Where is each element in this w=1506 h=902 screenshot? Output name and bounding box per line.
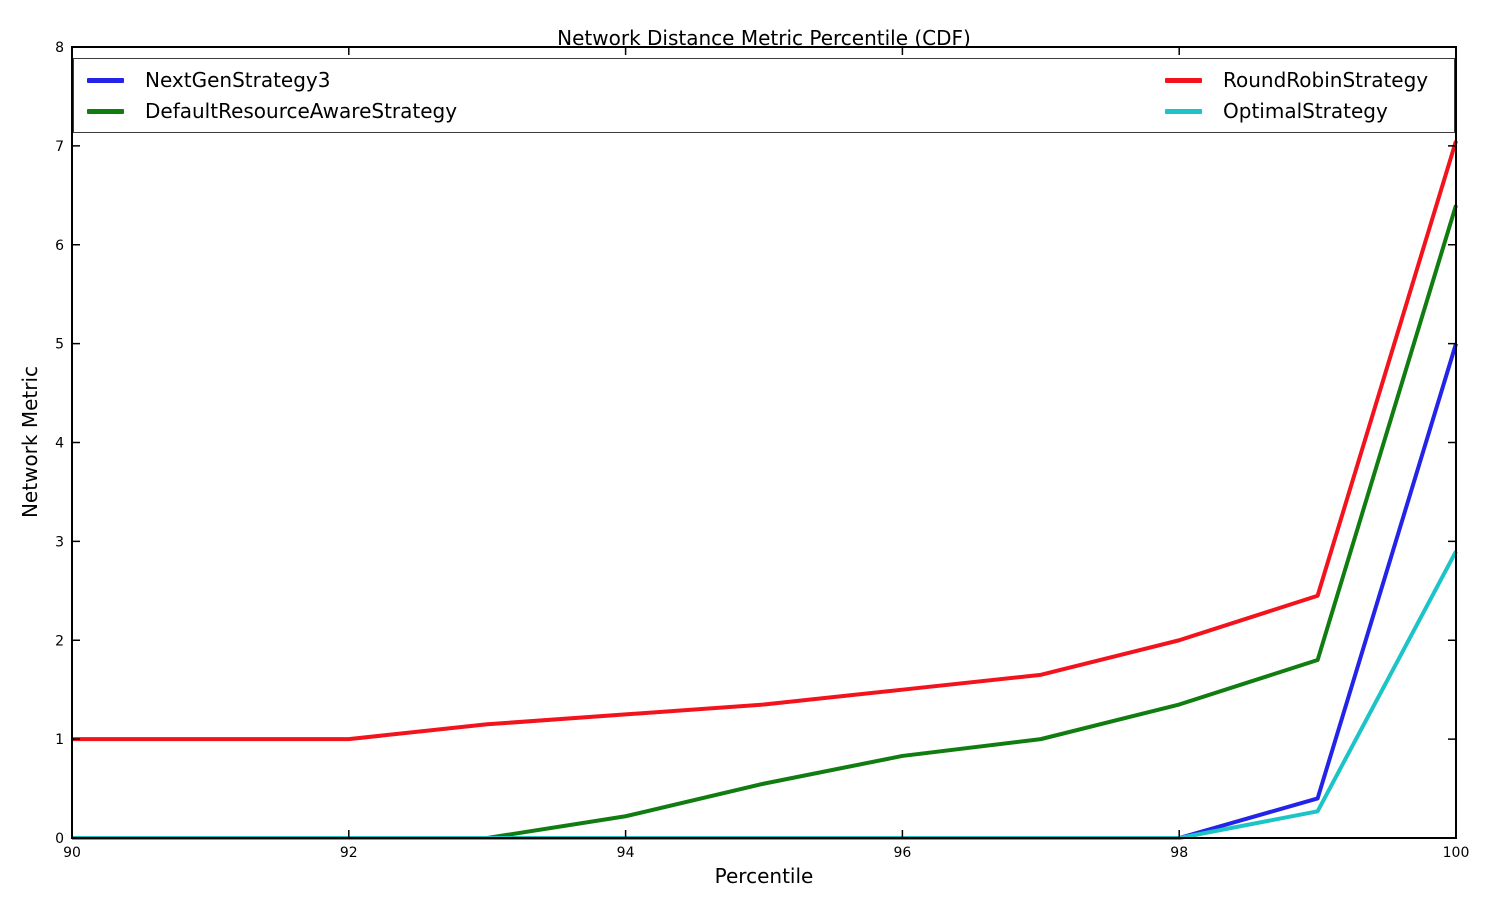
y-tick-label: 6 [55,238,64,254]
y-tick-label: 7 [55,139,64,155]
legend-entry: NextGenStrategy3 [87,70,457,90]
series-line-DefaultResourceAwareStrategy [72,204,1458,840]
legend-label: OptimalStrategy [1223,99,1388,123]
legend-column-right: RoundRobinStrategy OptimalStrategy [1165,59,1428,132]
y-tick-label: 2 [55,633,64,649]
legend-entry: RoundRobinStrategy [1165,70,1428,90]
legend-swatch [87,108,124,114]
legend-entry: DefaultResourceAwareStrategy [87,101,457,121]
legend-swatch [1165,108,1202,114]
x-tick-label: 90 [63,845,81,861]
x-tick-label: 92 [340,845,358,861]
x-tick-label: 96 [893,845,911,861]
y-tick-label: 1 [55,732,64,748]
x-tick-label: 100 [1443,845,1470,861]
y-tick-label: 8 [55,40,64,56]
legend-swatch [1165,77,1202,83]
legend-label: RoundRobinStrategy [1223,68,1429,92]
legend-entry: OptimalStrategy [1165,101,1428,121]
y-tick-label: 5 [55,337,64,353]
y-tick-label: 0 [55,831,64,847]
series-line-OptimalStrategy [72,550,1458,840]
legend-column-left: NextGenStrategy3 DefaultResourceAwareStra… [87,59,457,132]
y-tick-label: 3 [55,534,64,550]
legend-label: DefaultResourceAwareStrategy [145,99,458,123]
y-tick-label: 4 [55,436,64,452]
legend: NextGenStrategy3 DefaultResourceAwareStra… [73,58,1455,133]
x-tick-label: 98 [1170,845,1188,861]
plot-border [71,46,1457,839]
series-line-RoundRobinStrategy [72,140,1458,742]
series-line-NextGenStrategy3 [72,343,1458,840]
legend-label: NextGenStrategy3 [145,68,331,92]
x-tick-label: 94 [617,845,635,861]
legend-swatch [87,77,124,83]
x-axis-label: Percentile [714,864,814,888]
